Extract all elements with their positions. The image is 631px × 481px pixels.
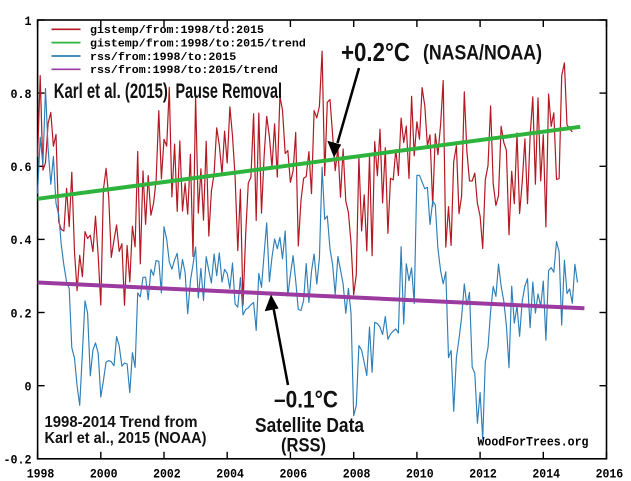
svg-text:2008: 2008	[343, 466, 371, 481]
svg-text:1998: 1998	[27, 466, 55, 481]
svg-text:(NASA/NOAA): (NASA/NOAA)	[423, 41, 542, 65]
svg-text:0.8: 0.8	[11, 87, 32, 102]
svg-text:2006: 2006	[280, 466, 308, 481]
svg-text:2000: 2000	[90, 466, 118, 481]
svg-text:gistemp/from:1998/to:2015/tren: gistemp/from:1998/to:2015/trend	[90, 38, 306, 50]
svg-text:WoodForTrees.org: WoodForTrees.org	[478, 434, 589, 449]
svg-text:(RSS): (RSS)	[281, 436, 326, 457]
svg-text:Satellite Data: Satellite Data	[255, 415, 365, 437]
svg-text:Karl et al. (2015): Karl et al. (2015)	[54, 80, 168, 103]
svg-text:+0.2°C: +0.2°C	[341, 37, 410, 67]
svg-text:gistemp/from:1998/to:2015: gistemp/from:1998/to:2015	[90, 25, 264, 37]
svg-text:-0.2: -0.2	[4, 453, 32, 468]
svg-text:1: 1	[25, 14, 32, 29]
svg-text:0.4: 0.4	[11, 233, 32, 248]
svg-text:2016: 2016	[596, 466, 624, 481]
svg-text:2004: 2004	[216, 466, 244, 481]
svg-text:rss/from:1998/to:2015: rss/from:1998/to:2015	[90, 52, 236, 64]
svg-text:rss/from:1998/to:2015/trend: rss/from:1998/to:2015/trend	[90, 65, 278, 77]
svg-text:Karl et al., 2015 (NOAA): Karl et al., 2015 (NOAA)	[45, 430, 207, 447]
svg-text:Pause Removal: Pause Removal	[176, 80, 283, 103]
svg-text:–0.1°C: –0.1°C	[274, 387, 338, 414]
svg-text:0.6: 0.6	[11, 160, 32, 175]
svg-text:0: 0	[25, 380, 32, 395]
svg-text:0.2: 0.2	[11, 306, 32, 321]
svg-text:2002: 2002	[153, 466, 181, 481]
svg-text:2014: 2014	[532, 466, 560, 481]
svg-text:2010: 2010	[406, 466, 434, 481]
svg-text:2012: 2012	[469, 466, 497, 481]
svg-text:1998-2014 Trend from: 1998-2014 Trend from	[45, 414, 198, 431]
